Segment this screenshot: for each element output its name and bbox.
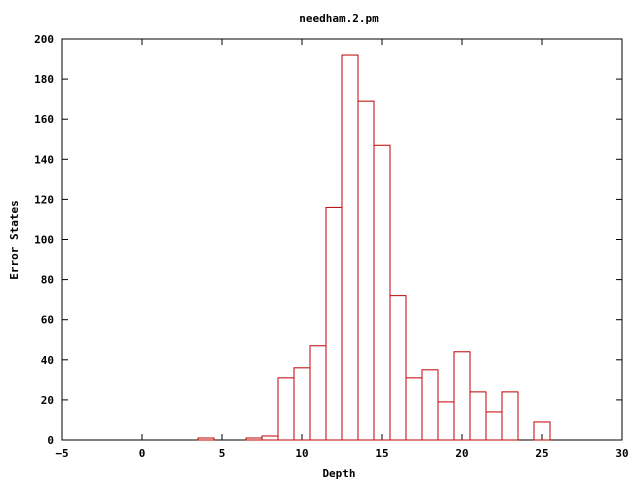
- histogram-bars: [197, 54, 551, 441]
- y-tick-label-9: 180: [34, 73, 54, 86]
- y-tick-label-0: 0: [47, 434, 54, 447]
- y-tick-label-8: 160: [34, 113, 54, 126]
- y-tick-label-6: 120: [34, 193, 54, 206]
- x-tick-label-2: 5: [219, 447, 226, 460]
- histogram-bar-4: [293, 367, 311, 441]
- histogram-bar-17: [501, 391, 519, 441]
- x-tick-label-3: 10: [295, 447, 308, 460]
- axis-ticks: [61, 38, 623, 441]
- histogram-bar-5: [309, 345, 327, 441]
- histogram-bar-1: [245, 437, 263, 441]
- histogram-bar-15: [469, 391, 487, 441]
- histogram-bar-18: [533, 421, 551, 441]
- histogram-bar-12: [421, 369, 439, 441]
- histogram-bar-2: [261, 435, 279, 441]
- histogram-bar-10: [389, 295, 407, 441]
- y-tick-label-4: 80: [41, 274, 54, 287]
- histogram-bar-6: [325, 206, 343, 441]
- y-axis-label: Error States: [8, 200, 21, 279]
- histogram-bar-13: [437, 401, 455, 441]
- histogram-bar-9: [373, 144, 391, 441]
- histogram-bar-3: [277, 377, 295, 441]
- histogram-bar-16: [485, 411, 503, 441]
- histogram-bar-8: [357, 100, 375, 441]
- x-tick-label-4: 15: [375, 447, 388, 460]
- x-tick-label-6: 25: [535, 447, 548, 460]
- x-tick-label-1: 0: [139, 447, 146, 460]
- y-tick-label-5: 100: [34, 234, 54, 247]
- chart-title: needham.2.pm: [299, 12, 379, 25]
- y-tick-label-2: 40: [41, 354, 54, 367]
- histogram-bar-14: [453, 351, 471, 441]
- y-tick-label-10: 200: [34, 33, 54, 46]
- x-tick-label-7: 30: [615, 447, 628, 460]
- y-tick-label-3: 60: [41, 314, 54, 327]
- x-tick-label-0: −5: [55, 447, 68, 460]
- histogram-bar-0: [197, 437, 215, 441]
- x-axis-label: Depth: [322, 467, 355, 480]
- histogram-bar-11: [405, 377, 423, 441]
- histogram-bar-7: [341, 54, 359, 441]
- axis-tick-labels: −5 0 5 10 15 20 25 3002040608010012014016018020…: [34, 33, 629, 460]
- y-tick-label-7: 140: [34, 153, 54, 166]
- y-tick-label-1: 20: [41, 394, 54, 407]
- x-tick-label-5: 20: [455, 447, 468, 460]
